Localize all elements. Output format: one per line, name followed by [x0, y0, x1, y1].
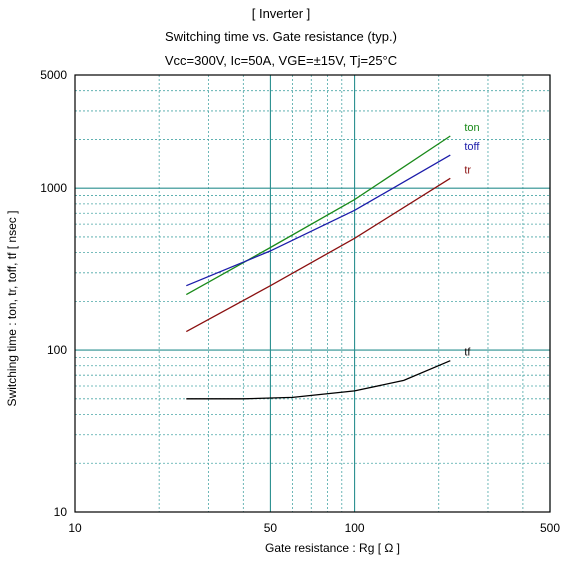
series-toff-line [186, 154, 451, 287]
series-ton-line [185, 135, 451, 296]
chart-title-line-2: Switching time vs. Gate resistance (typ.… [165, 29, 397, 44]
y-tick-label: 100 [47, 343, 67, 357]
series-tr-line [185, 177, 451, 333]
y-tick-label: 10 [54, 505, 68, 519]
x-tick-label: 500 [540, 521, 560, 535]
x-axis-label: Gate resistance : Rg [ Ω ] [265, 541, 400, 555]
series-layer: ton toff tr tf [185, 122, 480, 400]
chart-title-line-3: Vcc=300V, Ic=50A, VGE=±15V, Tj=25°C [164, 53, 398, 68]
series-tf-label: tf [464, 347, 471, 359]
tick-layer: 10 50 100 500 10 100 1000 5000 [40, 68, 560, 535]
x-tick-label: 50 [264, 521, 278, 535]
x-tick-label: 10 [68, 521, 82, 535]
series-toff-label: toff [464, 141, 480, 153]
series-tr-label: tr [464, 164, 471, 176]
y-axis-label: Switching time : ton, tr, toff, tf [ nse… [5, 211, 19, 407]
y-tick-label: 1000 [40, 181, 67, 195]
chart-title-line-1: [ Inverter ] [251, 6, 311, 21]
series-tf-line [186, 360, 451, 400]
y-tick-label: 5000 [40, 68, 67, 82]
series-ton-label: ton [464, 122, 479, 134]
plot-frame [74, 74, 551, 513]
x-tick-label: 100 [345, 521, 365, 535]
